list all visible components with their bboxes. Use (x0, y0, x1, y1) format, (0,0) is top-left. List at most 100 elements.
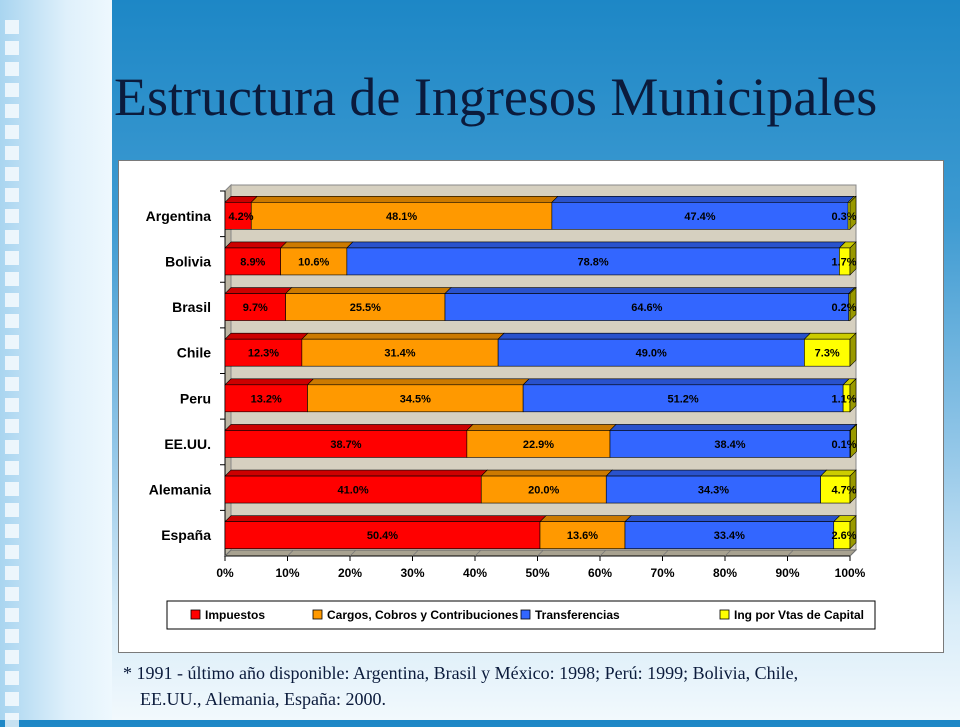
bar-side-face (850, 423, 857, 459)
decorative-square (5, 251, 19, 265)
x-tick-label: 20% (338, 566, 362, 580)
bar-top-face (224, 515, 547, 522)
legend-swatch (719, 609, 730, 620)
legend-label: Impuestos (205, 608, 265, 622)
data-label: 25.5% (350, 302, 381, 314)
category-label: Brasil (172, 299, 211, 315)
data-label: 41.0% (338, 485, 369, 497)
decorative-square (5, 125, 19, 139)
decorative-square (5, 188, 19, 202)
x-tick-label: 50% (525, 566, 549, 580)
data-label: 12.3% (248, 348, 279, 360)
data-label: 9.7% (243, 302, 268, 314)
data-label: 34.3% (698, 485, 729, 497)
data-label: 49.0% (636, 348, 667, 360)
decorative-square (5, 272, 19, 286)
bar-segment (804, 338, 851, 367)
decorative-square (5, 587, 19, 601)
footnote-line1: * 1991 - último año disponible: Argentin… (123, 663, 799, 683)
decorative-square (5, 692, 19, 706)
decorative-square (5, 209, 19, 223)
data-label: 50.4% (367, 530, 398, 542)
bar-top-face (224, 287, 293, 294)
data-label: 64.6% (631, 302, 662, 314)
bar-side-face (849, 378, 857, 413)
x-tick-depth-line (787, 549, 794, 557)
decorative-square (5, 167, 19, 181)
legend-swatch (190, 609, 201, 620)
data-label: 34.5% (400, 393, 431, 405)
data-label: 78.8% (578, 256, 609, 268)
bar-segment (605, 475, 821, 504)
bar-segment (224, 521, 541, 549)
decorative-square (5, 146, 19, 160)
bar-segment (444, 293, 850, 321)
data-label: 20.0% (528, 485, 559, 497)
x-tick-label: 10% (275, 566, 299, 580)
bar-segment (224, 384, 308, 413)
x-tick-label: 100% (835, 566, 866, 580)
category-label: Argentina (146, 208, 212, 224)
bar-segment (250, 202, 553, 230)
data-label: 22.9% (523, 439, 554, 451)
x-tick-depth-line (662, 549, 669, 557)
category-label: Chile (177, 345, 211, 361)
decorative-square (5, 398, 19, 412)
data-label: 31.4% (384, 348, 415, 360)
data-label: 4.7% (831, 485, 856, 497)
data-label: 0.1% (831, 439, 856, 451)
bar-top-face (284, 287, 452, 294)
data-label: 47.4% (684, 211, 715, 223)
decorative-square (5, 62, 19, 76)
x-tick-label: 90% (775, 566, 799, 580)
category-label: Peru (180, 390, 211, 406)
decorative-square (5, 713, 19, 727)
bar-top-face (279, 241, 354, 249)
data-label: 10.6% (298, 256, 329, 268)
bar-segment (480, 475, 607, 504)
bar-segment (307, 384, 524, 413)
bar-segment (224, 338, 303, 367)
bar-segment (497, 338, 805, 367)
data-label: 4.2% (228, 211, 253, 223)
decorative-square (5, 566, 19, 580)
legend-swatch (312, 609, 323, 620)
bar-segment (539, 521, 626, 549)
decorative-square (5, 503, 19, 517)
bar-segment (224, 293, 286, 321)
bar-side-face (849, 286, 857, 322)
bar-top-face (250, 196, 559, 203)
x-tick-depth-line (537, 549, 544, 557)
data-label: 1.7% (831, 256, 856, 268)
data-label: 48.1% (386, 211, 417, 223)
decorative-square (5, 356, 19, 370)
decorative-square (5, 83, 19, 97)
decorative-square (5, 293, 19, 307)
data-label: 7.3% (815, 348, 840, 360)
bar-top-face (306, 378, 530, 386)
bar-side-face (849, 332, 857, 367)
decorative-square (5, 461, 19, 475)
x-tick-label: 80% (713, 566, 737, 580)
data-label: 2.6% (831, 530, 856, 542)
left-decorative-panel (0, 0, 112, 727)
decorative-square (5, 419, 19, 433)
x-tick-label: 60% (588, 566, 612, 580)
decorative-square (5, 524, 19, 538)
decorative-square (5, 650, 19, 664)
decorative-square (5, 41, 19, 55)
decorative-square (5, 482, 19, 496)
chart-container: 0% 10% 20% 30% 40% 50% 60% 70% 80% 90% 100% Argenti… (118, 160, 944, 653)
bar-top-face (301, 332, 505, 340)
x-tick-label: 30% (400, 566, 424, 580)
decorative-square (5, 545, 19, 559)
category-label: Bolivia (165, 253, 211, 269)
decorative-square (5, 629, 19, 643)
bar-top-face (539, 515, 632, 522)
decorative-square (5, 20, 19, 34)
data-label: 51.2% (668, 393, 699, 405)
bar-top-face (224, 424, 474, 431)
bar-top-face (224, 469, 488, 477)
bar-top-face (609, 424, 857, 431)
bar-segment (522, 384, 844, 413)
